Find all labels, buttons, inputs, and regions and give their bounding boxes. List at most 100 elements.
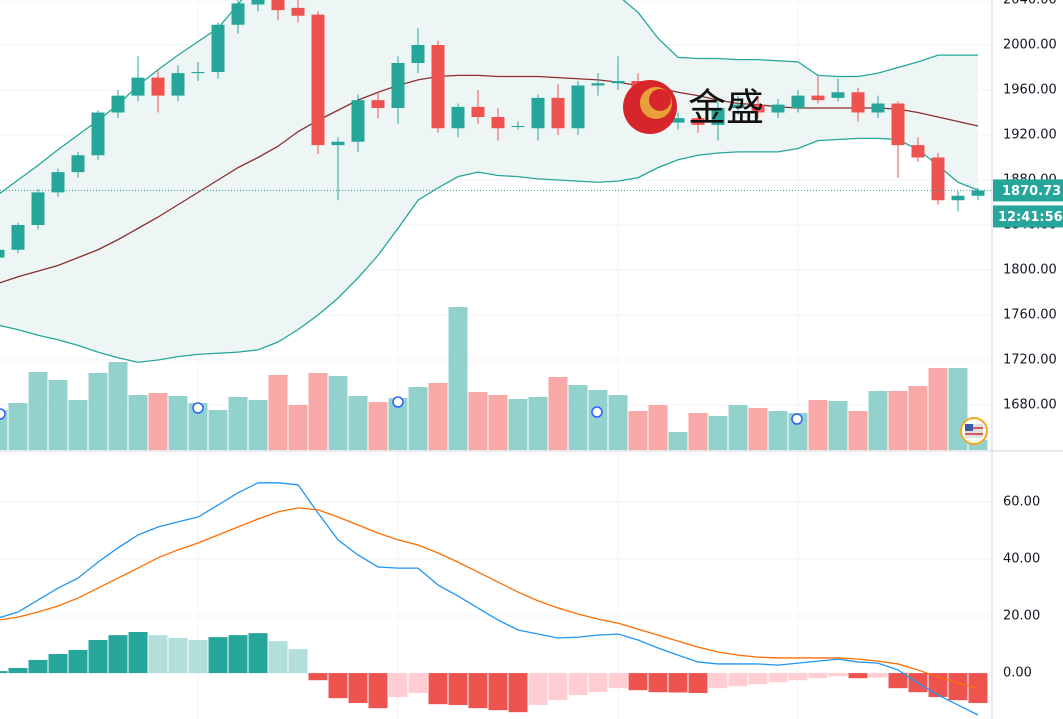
volume-bar	[148, 393, 168, 450]
volume-bar	[928, 368, 948, 450]
volume-bar	[488, 395, 508, 450]
candle-body	[351, 100, 365, 142]
histogram-bar	[248, 633, 268, 674]
histogram-bar	[628, 673, 648, 691]
candle-body	[251, 0, 265, 5]
histogram-bar	[588, 673, 608, 693]
y-tick-label: 1800.00	[1003, 263, 1057, 278]
candle-body	[11, 225, 25, 250]
candle-body	[511, 126, 525, 127]
y-tick-label: 1760.00	[1003, 308, 1057, 323]
watermark-text: 金盛	[688, 86, 764, 130]
histogram-bar	[48, 653, 68, 674]
indicator-line	[0, 482, 979, 716]
candle-body	[951, 195, 965, 201]
histogram-bar	[388, 673, 408, 698]
volume-bar	[128, 395, 148, 450]
histogram-bar	[368, 673, 388, 709]
y-tick-label: 0.00	[1003, 666, 1032, 681]
candle-body	[811, 95, 825, 101]
volume-bar	[248, 400, 268, 450]
candle-body	[111, 95, 125, 113]
histogram-bar	[528, 673, 548, 706]
volume-bar	[48, 380, 68, 450]
histogram-bar	[428, 673, 448, 705]
candle-body	[31, 192, 45, 225]
candle-body	[51, 172, 65, 193]
candle-body	[571, 85, 585, 129]
volume-bar	[648, 405, 668, 450]
volume-bar	[548, 377, 568, 450]
volume-bar	[668, 432, 688, 450]
histogram-bar	[168, 637, 188, 674]
event-markers	[0, 396, 988, 445]
candle-body	[291, 7, 305, 16]
histogram-bar	[888, 673, 908, 689]
volume-bar	[308, 373, 328, 450]
volume-bar	[508, 399, 528, 450]
histogram-bar	[0, 671, 8, 674]
histogram-bar	[188, 639, 208, 674]
price-axis: 1680.001720.001760.001800.001840.001880.…	[993, 0, 1063, 681]
candle-body	[531, 97, 545, 129]
volume-bar	[968, 440, 988, 450]
volume-bar	[8, 403, 28, 450]
histogram-bar	[348, 673, 368, 704]
candle-body	[771, 104, 785, 113]
histogram-bar	[128, 631, 148, 674]
volume-bar	[528, 397, 548, 450]
event-marker[interactable]	[591, 406, 603, 418]
volume-bar	[888, 391, 908, 450]
volume-bar	[408, 387, 428, 450]
histogram-bar	[668, 673, 688, 693]
volume-bar	[348, 396, 368, 450]
histogram-bar	[848, 673, 868, 679]
flag-canton	[965, 424, 973, 431]
candle-body	[791, 95, 805, 108]
candle-body	[891, 103, 905, 146]
event-marker[interactable]	[192, 402, 204, 414]
volume-bar	[188, 403, 208, 450]
histogram-bar	[208, 637, 228, 674]
volume-bar	[168, 396, 188, 450]
candle-body	[971, 190, 985, 196]
volume-bar	[288, 405, 308, 450]
y-tick-label: 2000.00	[1003, 38, 1057, 53]
candle-body	[731, 104, 745, 108]
volume-bar	[708, 416, 728, 450]
candle-body	[551, 97, 565, 129]
candle-body	[211, 24, 225, 72]
candle-body	[471, 106, 485, 117]
candle-body	[911, 145, 925, 158]
event-marker[interactable]	[392, 396, 404, 408]
candle-body	[91, 112, 105, 156]
histogram-bar	[408, 673, 428, 694]
candle-body	[271, 0, 285, 11]
volume-bar	[728, 405, 748, 450]
histogram-bar	[308, 673, 328, 681]
histogram-bar	[788, 673, 808, 681]
event-marker[interactable]	[0, 408, 6, 420]
histogram-bar	[728, 673, 748, 687]
y-tick-label: 1680.00	[1003, 398, 1057, 413]
histogram-bar	[748, 673, 768, 685]
volume-bar	[388, 398, 408, 450]
candle-body	[331, 141, 345, 146]
candle-body	[131, 77, 145, 96]
y-tick-label: 2040.00	[1003, 0, 1057, 8]
histogram-bar	[228, 635, 248, 674]
macd-panel	[0, 482, 992, 716]
candle-body	[151, 77, 165, 96]
candle-body	[451, 106, 465, 129]
candle-body	[231, 3, 245, 25]
histogram-bar	[688, 673, 708, 694]
event-marker[interactable]	[791, 413, 803, 425]
volume-bar	[908, 386, 928, 450]
volume-bar	[328, 376, 348, 450]
volume-bar	[588, 390, 608, 450]
candle-body	[751, 104, 765, 113]
volume-bar	[748, 408, 768, 450]
volume-bar	[28, 372, 48, 450]
volume-bar	[68, 400, 88, 450]
